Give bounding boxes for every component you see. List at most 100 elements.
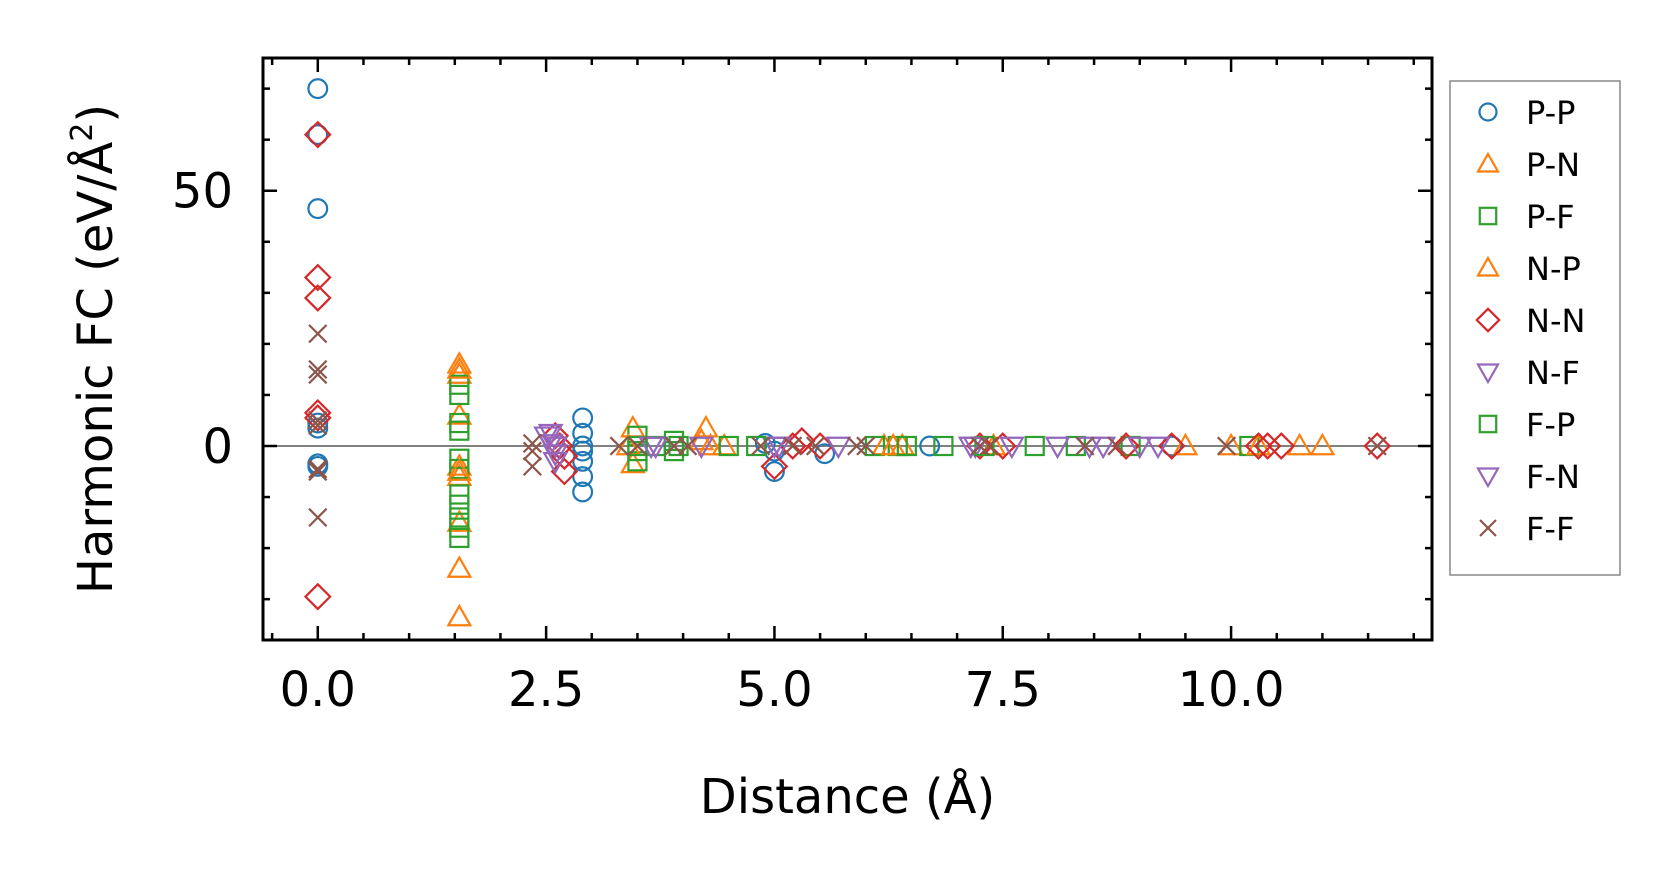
legend-marker [1476, 467, 1500, 489]
legend-label: F-N [1526, 458, 1580, 496]
y-axis-title: Harmonic FC (eV/Å2) [65, 104, 124, 594]
legend-marker [1476, 151, 1500, 173]
legend-label: N-P [1526, 250, 1581, 288]
y-axis-title-superscript: 2 [65, 123, 100, 142]
data-point [1267, 432, 1296, 460]
series-p-n [446, 351, 1336, 627]
x-tick-label: 5.0 [736, 662, 812, 718]
legend-entry: F-F [1479, 510, 1574, 548]
data-point [1112, 432, 1140, 460]
data-point [446, 351, 473, 374]
data-point [718, 435, 739, 457]
data-point [1172, 432, 1199, 456]
data-point [550, 457, 579, 486]
data-point [760, 452, 789, 481]
data-point [1286, 432, 1313, 456]
legend-label: P-P [1526, 94, 1575, 132]
data-point [970, 436, 990, 456]
data-point [446, 509, 473, 532]
plot-frame [261, 56, 1434, 642]
data-point [1161, 435, 1183, 457]
legend-marker [1478, 206, 1498, 226]
x-tick-label: 10.0 [1178, 662, 1285, 718]
legend-marker [1478, 102, 1498, 122]
data-point [847, 436, 867, 456]
data-point [746, 435, 767, 457]
data-point [522, 433, 542, 454]
data-point [1044, 436, 1071, 460]
data-point [572, 407, 594, 429]
data-point [572, 450, 594, 472]
data-point [688, 427, 715, 451]
data-point [627, 435, 648, 457]
series-f-p [627, 435, 995, 457]
data-point [307, 78, 329, 100]
data-point [856, 436, 876, 456]
data-point [307, 412, 329, 434]
y-tick-label: 50 [172, 164, 233, 220]
series-f-f [308, 324, 1387, 528]
legend-entry: F-P [1478, 406, 1575, 444]
data-point [1145, 436, 1171, 460]
data-point [542, 436, 569, 460]
data-point [1126, 436, 1153, 460]
axis-ticks [263, 58, 1432, 640]
legend-entry: F-N [1476, 458, 1580, 496]
data-point [783, 436, 803, 456]
tick-labels: 0.0 2.5 5.0 7.5 10.0 0 50 [172, 164, 1285, 718]
data-point [522, 456, 542, 476]
legend-entry: N-F [1476, 354, 1580, 392]
data-point [303, 263, 332, 292]
data-point [449, 494, 470, 515]
data-point [542, 451, 569, 475]
data-point [638, 436, 665, 460]
data-point [688, 436, 715, 460]
legend-label: P-F [1526, 198, 1575, 236]
legend-entry: P-F [1478, 198, 1575, 236]
legend-entry: N-N [1475, 302, 1585, 340]
data-point [449, 448, 470, 469]
data-point [678, 436, 698, 456]
data-point [449, 527, 470, 549]
legend-box [1449, 80, 1621, 576]
data-point [307, 198, 329, 220]
data-point [446, 361, 473, 384]
data-point [627, 436, 648, 456]
data-point [308, 459, 328, 479]
legend-label: N-N [1526, 302, 1585, 340]
data-point [303, 120, 332, 149]
x-tick-label: 2.5 [508, 662, 584, 718]
data-point [751, 436, 771, 456]
data-point [446, 603, 473, 627]
data-point [1245, 432, 1272, 456]
data-point [825, 436, 852, 460]
data-points [303, 78, 1392, 627]
data-point [446, 555, 473, 578]
data-point [446, 458, 473, 481]
legend-entry: N-P [1476, 250, 1581, 288]
data-point [542, 444, 569, 467]
data-point [307, 455, 329, 477]
x-tick-label: 7.5 [965, 662, 1041, 718]
data-point [664, 436, 684, 456]
data-point [1075, 436, 1095, 456]
data-point [1216, 436, 1237, 456]
data-point [933, 435, 954, 457]
data-point [966, 432, 994, 460]
data-point [1157, 432, 1186, 460]
data-point [522, 441, 542, 461]
data-point [449, 384, 470, 406]
data-point [308, 364, 328, 385]
data-point [919, 435, 941, 457]
legend-label: F-F [1526, 510, 1574, 548]
data-point [572, 466, 594, 488]
data-point [1090, 436, 1117, 460]
data-point [778, 432, 807, 460]
data-point [998, 436, 1025, 460]
data-point [308, 410, 328, 431]
legend-marker [1476, 255, 1500, 277]
legend-label: P-N [1526, 146, 1580, 184]
data-point [308, 461, 328, 482]
legend-marker [1478, 414, 1498, 434]
data-point [1367, 436, 1387, 456]
